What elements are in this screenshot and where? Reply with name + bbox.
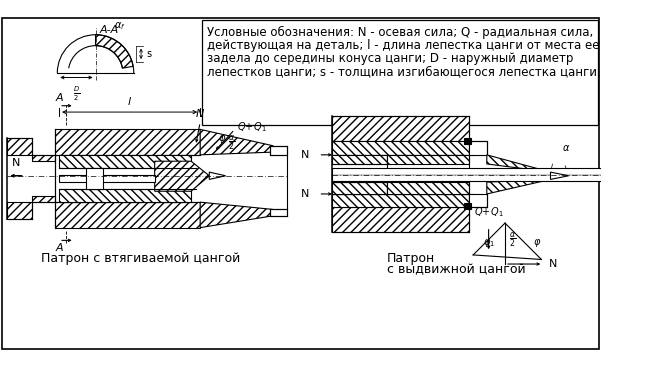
Text: N: N <box>301 150 310 160</box>
Polygon shape <box>154 161 209 191</box>
Polygon shape <box>200 129 273 155</box>
Text: N: N <box>548 259 557 269</box>
Polygon shape <box>487 179 550 194</box>
Text: A: A <box>55 243 63 253</box>
Text: $\frac{\alpha}{2}$: $\frac{\alpha}{2}$ <box>228 134 236 152</box>
Text: Патрон с втягиваемой цангой: Патрон с втягиваемой цангой <box>42 252 241 265</box>
Polygon shape <box>270 146 286 155</box>
Polygon shape <box>96 35 133 68</box>
Polygon shape <box>469 141 487 155</box>
Polygon shape <box>7 202 32 218</box>
Bar <box>59 175 154 182</box>
Polygon shape <box>32 155 55 161</box>
Text: $\varphi$: $\varphi$ <box>533 237 541 249</box>
Text: Условные обозначения: N - осевая сила; Q - радиальная сила,: Условные обозначения: N - осевая сила; Q… <box>207 26 594 39</box>
Text: задела до середины конуса цанги; D - наружный диаметр: задела до середины конуса цанги; D - нар… <box>207 52 574 65</box>
Text: $\frac{D}{2}$: $\frac{D}{2}$ <box>73 85 80 103</box>
Polygon shape <box>332 141 469 155</box>
Text: $\frac{\alpha}{2}$: $\frac{\alpha}{2}$ <box>509 230 516 249</box>
Text: $\varphi$: $\varphi$ <box>218 133 226 145</box>
Text: s: s <box>147 49 152 59</box>
Polygon shape <box>200 202 273 228</box>
Text: A: A <box>55 93 63 103</box>
Polygon shape <box>209 172 226 179</box>
Polygon shape <box>59 155 191 168</box>
Polygon shape <box>32 196 55 202</box>
Bar <box>464 203 471 210</box>
Polygon shape <box>332 194 469 207</box>
Text: с выдвижной цангой: с выдвижной цангой <box>387 263 525 276</box>
Text: l: l <box>127 97 131 106</box>
Polygon shape <box>7 138 32 155</box>
Text: лепестков цанги; s - толщина изгибающегося лепестка цанги.: лепестков цанги; s - толщина изгибающего… <box>207 65 601 78</box>
Bar <box>86 168 103 189</box>
Bar <box>464 138 471 144</box>
Text: действующая на деталь; l - длина лепестка цанги от места ее: действующая на деталь; l - длина лепестк… <box>207 39 600 52</box>
Polygon shape <box>387 155 469 164</box>
Text: $\alpha$: $\alpha$ <box>562 143 571 153</box>
Text: Патрон: Патрон <box>387 252 435 265</box>
Polygon shape <box>469 194 487 207</box>
Text: $\varphi_1$: $\varphi_1$ <box>482 237 494 249</box>
Polygon shape <box>487 155 550 172</box>
Polygon shape <box>55 202 200 228</box>
Polygon shape <box>332 155 387 164</box>
Polygon shape <box>550 172 569 179</box>
Polygon shape <box>55 129 200 155</box>
Bar <box>202 20 598 125</box>
Text: $\alpha_f$: $\alpha_f$ <box>114 20 125 32</box>
Text: $Q\!+\!Q_1$: $Q\!+\!Q_1$ <box>474 206 504 219</box>
Text: N: N <box>301 189 310 199</box>
Polygon shape <box>387 182 469 194</box>
Text: N: N <box>12 159 20 168</box>
Polygon shape <box>332 116 469 141</box>
Text: A-A: A-A <box>100 25 119 35</box>
Text: $Q\!+\!Q_1$: $Q\!+\!Q_1$ <box>238 120 267 134</box>
Text: N: N <box>196 109 205 119</box>
Polygon shape <box>59 189 191 202</box>
Polygon shape <box>270 210 286 216</box>
Bar <box>332 168 605 181</box>
Polygon shape <box>332 182 387 194</box>
Polygon shape <box>332 207 469 232</box>
